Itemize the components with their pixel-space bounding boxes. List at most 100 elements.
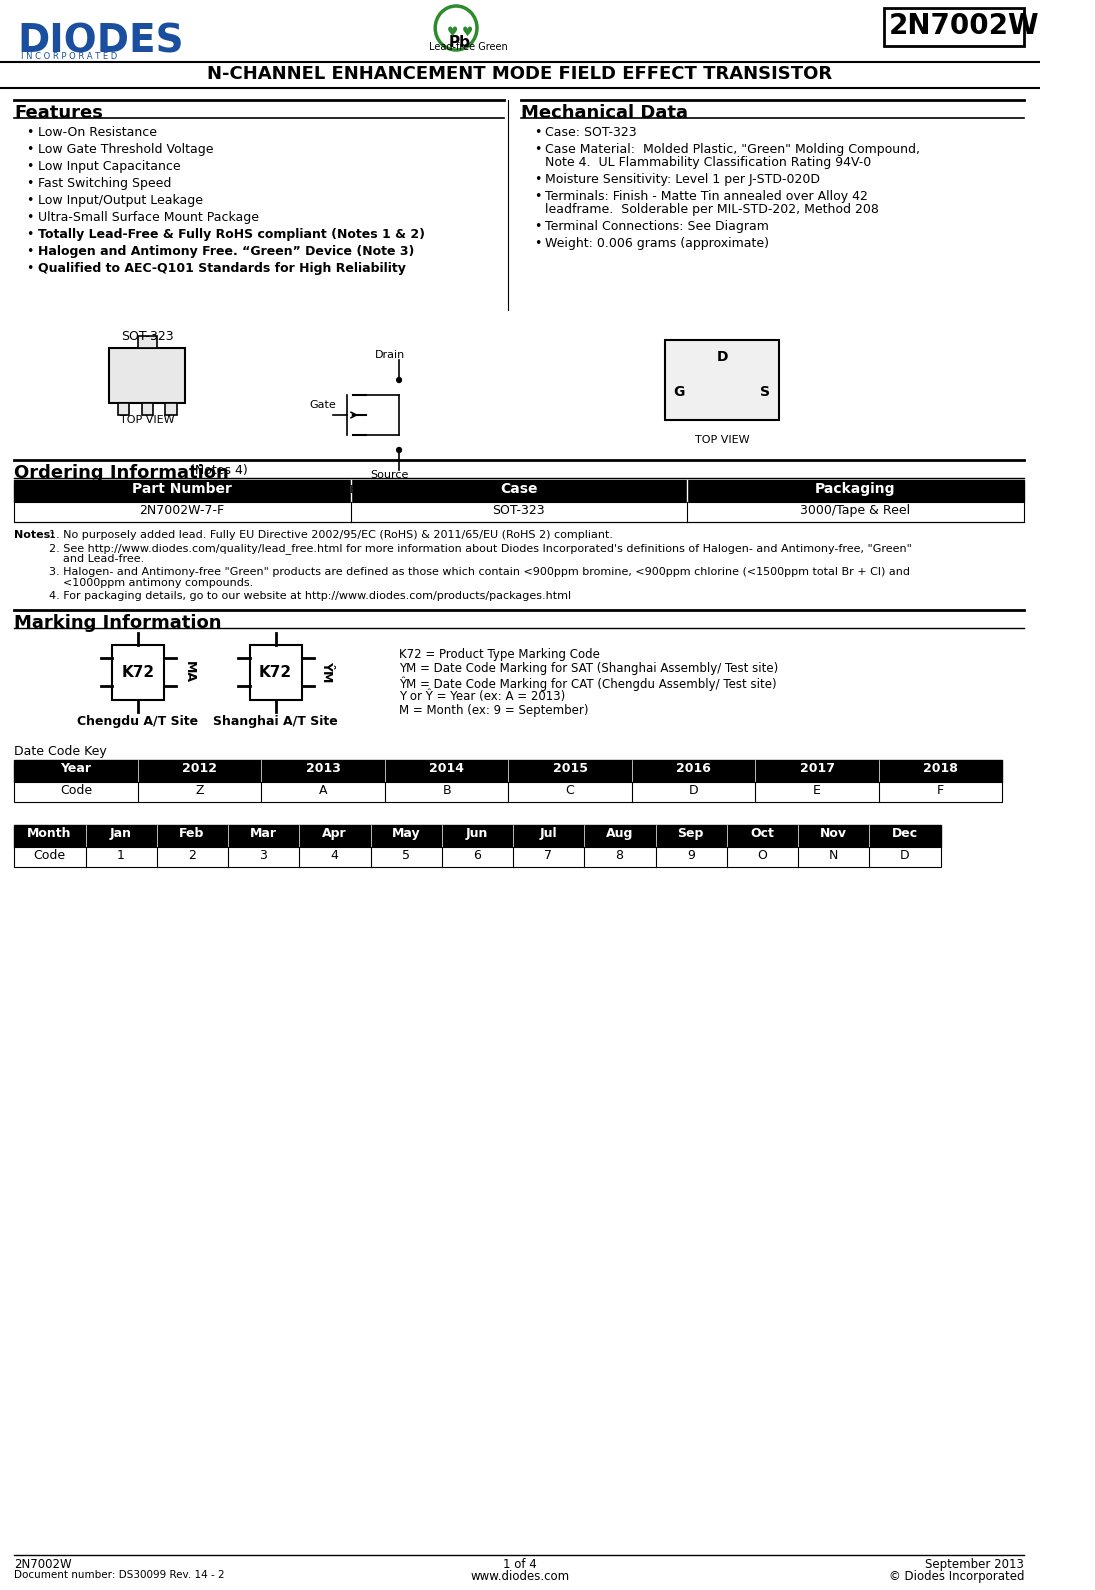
Text: Year: Year [60, 762, 92, 774]
Text: Weight: 0.006 grams (approximate): Weight: 0.006 grams (approximate) [545, 237, 770, 250]
Text: 2014: 2014 [429, 762, 464, 774]
Text: 3: 3 [260, 849, 267, 862]
Text: Features: Features [14, 103, 103, 122]
Bar [112, 646, 164, 700]
Bar [165, 402, 176, 415]
Text: 6: 6 [473, 849, 481, 862]
Text: 2013: 2013 [306, 762, 341, 774]
Text: Moisture Sensitivity: Level 1 per J-STD-020D: Moisture Sensitivity: Level 1 per J-STD-… [545, 173, 820, 186]
Text: G: G [673, 385, 685, 399]
Bar [14, 825, 941, 847]
Text: Sep: Sep [678, 827, 704, 840]
Text: 2012: 2012 [182, 762, 217, 774]
Text: and Lead-free.: and Lead-free. [49, 553, 145, 564]
Text: Month: Month [27, 827, 71, 840]
Bar [14, 480, 1024, 502]
Text: Pb: Pb [449, 35, 471, 49]
Text: •: • [26, 126, 34, 138]
Text: Packaging: Packaging [815, 482, 896, 496]
Text: I N C O R P O R A T E D: I N C O R P O R A T E D [21, 52, 117, 60]
Text: Part Number: Part Number [131, 482, 231, 496]
Text: •: • [26, 161, 34, 173]
Text: B: B [442, 784, 451, 797]
Text: May: May [391, 827, 420, 840]
Text: 3. Halogen- and Antimony-free "Green" products are defined as those which contai: 3. Halogen- and Antimony-free "Green" pr… [49, 568, 910, 577]
Text: •: • [26, 194, 34, 207]
Text: 2N7002W-7-F: 2N7002W-7-F [139, 504, 224, 517]
Text: A: A [319, 784, 327, 797]
Text: Aug: Aug [606, 827, 633, 840]
Text: Jan: Jan [110, 827, 131, 840]
Text: Oct: Oct [750, 827, 774, 840]
Text: 2015: 2015 [553, 762, 588, 774]
Text: Lead-free Green: Lead-free Green [429, 41, 508, 52]
Text: Case: Case [500, 482, 538, 496]
Bar [14, 502, 1024, 522]
Text: Gate: Gate [310, 401, 336, 410]
Text: •: • [26, 262, 34, 275]
Text: Low Gate Threshold Voltage: Low Gate Threshold Voltage [38, 143, 214, 156]
Text: Equivalent Circuit: Equivalent Circuit [349, 485, 449, 494]
Text: Case Material:  Molded Plastic, "Green" Molding Compound,: Case Material: Molded Plastic, "Green" M… [545, 143, 921, 156]
Text: 8: 8 [615, 849, 623, 862]
Text: •: • [534, 237, 541, 250]
Text: Low Input Capacitance: Low Input Capacitance [38, 161, 181, 173]
Text: 1. No purposely added lead. Fully EU Directive 2002/95/EC (RoHS) & 2011/65/EU (R: 1. No purposely added lead. Fully EU Dir… [49, 529, 613, 541]
Text: M = Month (ex: 9 = September): M = Month (ex: 9 = September) [399, 704, 589, 717]
Text: Dec: Dec [891, 827, 918, 840]
Text: leadframe.  Solderable per MIL-STD-202, Method 208: leadframe. Solderable per MIL-STD-202, M… [545, 204, 879, 216]
Text: •: • [534, 126, 541, 138]
Text: 4: 4 [331, 849, 338, 862]
Text: O: O [757, 849, 766, 862]
Text: Code: Code [33, 849, 66, 862]
Bar [138, 335, 157, 348]
Text: •: • [534, 189, 541, 204]
Text: •: • [534, 173, 541, 186]
Text: 1: 1 [117, 849, 125, 862]
Text: 4. For packaging details, go to our website at http://www.diodes.com/products/pa: 4. For packaging details, go to our webs… [49, 591, 572, 601]
Bar [0, 62, 1040, 87]
Text: Shanghai A/T Site: Shanghai A/T Site [214, 716, 338, 728]
Text: 2017: 2017 [799, 762, 834, 774]
Circle shape [396, 447, 402, 453]
Text: 2018: 2018 [923, 762, 958, 774]
Text: Feb: Feb [180, 827, 205, 840]
Text: 2: 2 [188, 849, 196, 862]
Text: 2. See http://www.diodes.com/quality/lead_free.html for more information about D: 2. See http://www.diodes.com/quality/lea… [49, 544, 912, 553]
Bar [110, 348, 185, 402]
Bar [14, 760, 1002, 782]
Text: SOT-323: SOT-323 [120, 331, 174, 343]
Text: Chengdu A/T Site: Chengdu A/T Site [78, 716, 198, 728]
Text: Source: Source [370, 471, 408, 480]
Text: Terminal Connections: See Diagram: Terminal Connections: See Diagram [545, 219, 770, 234]
Text: Code: Code [60, 784, 92, 797]
Circle shape [396, 377, 402, 383]
Bar [14, 782, 1002, 801]
Text: •: • [534, 143, 541, 156]
Text: S: S [760, 385, 770, 399]
Text: ♥: ♥ [447, 25, 458, 40]
Text: K72: K72 [122, 665, 154, 679]
Text: Fast Switching Speed: Fast Switching Speed [38, 176, 172, 189]
Text: •: • [26, 211, 34, 224]
Text: Apr: Apr [322, 827, 347, 840]
Text: Qualified to AEC-Q101 Standards for High Reliability: Qualified to AEC-Q101 Standards for High… [38, 262, 406, 275]
Text: Notes:: Notes: [14, 529, 55, 541]
Text: C: C [566, 784, 575, 797]
Text: © Diodes Incorporated: © Diodes Incorporated [889, 1569, 1024, 1584]
Text: 7: 7 [544, 849, 552, 862]
Text: 2N7002W: 2N7002W [14, 1558, 72, 1571]
Text: Case: SOT-323: Case: SOT-323 [545, 126, 637, 138]
Text: ŶM = Date Code Marking for CAT (Chengdu Assembly/ Test site): ŶM = Date Code Marking for CAT (Chengdu … [399, 676, 776, 690]
Bar [884, 8, 1024, 46]
Bar [118, 402, 129, 415]
Text: Note 4.  UL Flammability Classification Rating 94V-0: Note 4. UL Flammability Classification R… [545, 156, 872, 169]
Bar [250, 646, 302, 700]
Text: ŶM: ŶM [320, 661, 333, 682]
Text: N-CHANNEL ENHANCEMENT MODE FIELD EFFECT TRANSISTOR: N-CHANNEL ENHANCEMENT MODE FIELD EFFECT … [207, 65, 832, 83]
Text: N: N [829, 849, 838, 862]
Text: DIODES: DIODES [18, 22, 184, 60]
Text: 9: 9 [687, 849, 694, 862]
Text: Jul: Jul [540, 827, 557, 840]
Text: K72: K72 [260, 665, 292, 679]
